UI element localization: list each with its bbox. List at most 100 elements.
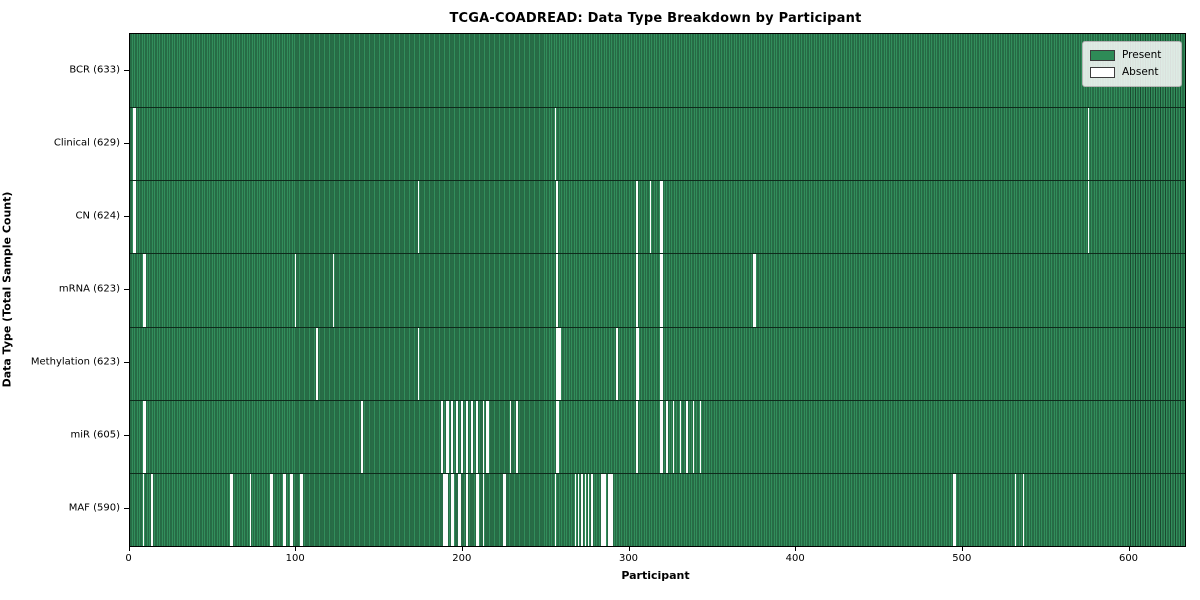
absent-stripe [1014, 473, 1016, 546]
absent-stripe [616, 327, 618, 400]
absent-stripe [1023, 473, 1025, 546]
absent-stripe [679, 400, 681, 473]
absent-stripe [753, 254, 756, 327]
legend-label: Present [1122, 49, 1162, 61]
absent-stripe [486, 400, 490, 473]
absent-stripe [554, 473, 556, 546]
absent-stripe [471, 400, 473, 473]
absent-stripe [673, 400, 675, 473]
y-tick-mark [124, 508, 129, 510]
absent-stripe [441, 400, 443, 473]
x-tick-label: 100 [285, 553, 305, 564]
absent-stripe [269, 473, 273, 546]
absent-stripe [659, 254, 663, 327]
absent-stripe [699, 400, 701, 473]
absent-stripe [581, 473, 583, 546]
y-tick-mark [124, 69, 129, 71]
x-axis-title: Participant [621, 569, 690, 582]
heatmap-row-mrna [129, 253, 1185, 327]
y-tick-label-clinical: Clinical (629) [53, 137, 120, 149]
absent-stripe [636, 254, 638, 327]
absent-stripe [953, 473, 956, 546]
legend-label: Absent [1122, 66, 1159, 78]
absent-stripe [143, 473, 145, 546]
absent-stripe [483, 473, 485, 546]
y-tick-mark [124, 142, 129, 144]
absent-stripe [483, 400, 485, 473]
heatmap-row-maf [129, 472, 1185, 546]
absent-stripe [503, 473, 506, 546]
legend-item-absent: Absent [1090, 64, 1174, 81]
absent-stripe [133, 181, 136, 254]
x-tick-mark [128, 547, 130, 551]
x-tick-label: 400 [785, 553, 805, 564]
y-tick-mark [124, 435, 129, 437]
absent-stripe [289, 473, 293, 546]
absent-stripe [649, 181, 651, 254]
y-tick-label-maf: MAF (590) [68, 502, 120, 514]
absent-stripe [456, 400, 458, 473]
absent-stripe [659, 400, 663, 473]
absent-stripe [143, 400, 146, 473]
x-tick-label: 200 [452, 553, 472, 564]
absent-stripe [556, 400, 560, 473]
absent-stripe [333, 254, 335, 327]
absent-stripe [584, 473, 586, 546]
x-tick-label: 500 [952, 553, 972, 564]
absent-stripe [556, 254, 558, 327]
x-tick-mark [961, 547, 963, 551]
absent-stripe [299, 473, 303, 546]
chart-title: TCGA-COADREAD: Data Type Breakdown by Pa… [449, 11, 862, 26]
x-tick-label: 300 [618, 553, 639, 564]
absent-stripe [686, 400, 688, 473]
absent-stripe [659, 327, 663, 400]
absent-stripe [418, 327, 420, 400]
absent-stripe [476, 400, 478, 473]
absent-stripe [418, 181, 420, 254]
absent-stripe [588, 473, 590, 546]
absent-stripe [693, 400, 695, 473]
heatmap-row-methylation [129, 326, 1185, 400]
absent-stripe [451, 473, 455, 546]
x-tick-mark [461, 547, 463, 551]
absent-stripe [578, 473, 580, 546]
heatmap-row-cn [129, 180, 1185, 254]
y-tick-mark [124, 289, 129, 290]
absent-stripe [556, 181, 558, 254]
legend-swatch-absent [1090, 67, 1115, 78]
y-tick-label-bcr: BCR (633) [69, 64, 120, 76]
absent-stripe [591, 473, 593, 546]
absent-stripe [608, 473, 613, 546]
absent-stripe [476, 473, 480, 546]
absent-stripe [466, 473, 468, 546]
y-tick-label-cn: CN (624) [75, 210, 120, 222]
absent-stripe [659, 181, 663, 254]
heatmap-row-mir [129, 399, 1185, 473]
absent-stripe [249, 473, 251, 546]
absent-stripe [636, 327, 640, 400]
x-tick-label: 600 [1118, 553, 1139, 564]
y-tick-label-mir: miR (605) [70, 429, 120, 441]
heatmap-row-bcr [129, 34, 1185, 108]
absent-stripe [556, 327, 561, 400]
plot-area [128, 33, 1186, 547]
x-tick-mark [295, 547, 297, 551]
absent-stripe [666, 400, 668, 473]
absent-stripe [361, 400, 363, 473]
absent-stripe [443, 473, 448, 546]
absent-stripe [446, 400, 450, 473]
absent-stripe [1088, 108, 1090, 181]
absent-stripe [574, 473, 576, 546]
x-tick-mark [795, 547, 797, 551]
absent-stripe [601, 473, 606, 546]
absent-stripe [283, 473, 286, 546]
legend-swatch-present [1090, 50, 1115, 61]
x-tick-label: 0 [125, 553, 132, 564]
absent-stripe [451, 400, 453, 473]
absent-stripe [466, 400, 468, 473]
absent-stripe [554, 108, 556, 181]
absent-stripe [229, 473, 233, 546]
y-tick-label-mrna: mRNA (623) [58, 283, 120, 295]
x-tick-mark [628, 547, 630, 551]
